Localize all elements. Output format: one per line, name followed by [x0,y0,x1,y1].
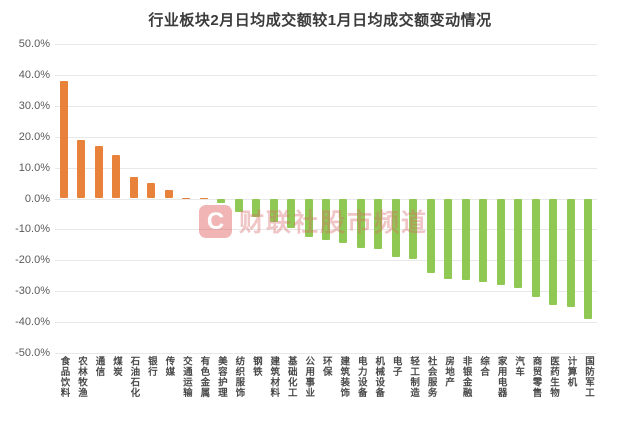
x-axis-tick-label: 传媒 [163,356,175,377]
x-axis-tick-label: 医药生物 [548,356,560,398]
x-axis-tick-label: 交通运输 [180,356,192,398]
x-axis-tick-label: 食品饮料 [58,356,70,398]
bar-食品饮料 [59,81,68,199]
x-axis-tick-label: 煤炭 [110,356,122,377]
bar-家用电器 [496,198,505,286]
y-axis-tick-label: 20.0% [18,130,50,143]
y-axis-tick-label: 10.0% [18,161,50,174]
gridline [55,322,597,324]
x-axis-tick-label: 商贸零售 [530,356,542,398]
x-axis-tick-label: 有色金属 [198,356,210,398]
gridline [55,136,597,138]
bar-轻工制造 [409,198,418,259]
x-axis-tick-label: 家用电器 [495,356,507,398]
y-axis-tick-label: -10.0% [15,223,50,236]
gridline [55,260,597,262]
y-axis-tick-label: -20.0% [15,254,50,267]
x-axis-tick-label: 非银金融 [460,356,472,398]
bar-银行 [147,183,156,199]
bar-非银金融 [461,198,470,281]
chart-title: 行业板块2月日均成交额较1月日均成交额变动情况 [148,12,492,29]
bar-美容护理 [217,198,226,204]
x-axis-tick-label: 综合 [478,356,490,377]
x-axis-tick-label: 公用事业 [303,356,315,398]
gridline [55,291,597,293]
x-axis-tick-label: 电力设备 [355,356,367,398]
y-axis-tick-label: 30.0% [18,99,50,112]
x-axis-tick-label: 美容护理 [215,356,227,398]
x-axis-tick-label: 环保 [320,356,332,377]
bar-综合 [479,198,488,282]
bar-社会服务 [426,198,435,273]
bar-机械设备 [374,198,383,250]
x-axis-tick-label: 基础化工 [285,356,297,398]
x-axis-tick-label: 社会服务 [425,356,437,398]
bar-通信 [94,145,103,199]
x-axis-tick-label: 房地产 [443,356,455,388]
bar-农林牧渔 [77,139,86,199]
bar-公用事业 [304,198,313,238]
bars-group [55,44,597,353]
gridline [55,167,597,169]
x-axis-tick-label: 钢铁 [250,356,262,377]
bar-钢铁 [252,198,261,218]
gridline [55,353,597,354]
bar-电力设备 [356,198,365,248]
x-axis-tick-label: 农林牧渔 [75,356,87,398]
x-axis-tick-label: 计算机 [565,356,577,388]
y-axis: 50.0% 40.0% 30.0% 20.0% 10.0% 0.0% -10.0% -20.0… [0,38,50,359]
y-axis-tick-label: 50.0% [18,38,50,50]
bar-国防军工 [584,198,593,319]
x-axis-tick-label: 石油石化 [128,356,140,398]
x-axis-tick-label: 银行 [145,356,157,377]
x-axis-tick-label: 国防军工 [583,356,594,398]
y-axis-tick-label: -50.0% [15,347,50,359]
x-axis-tick-label: 建筑材料 [268,356,280,398]
plot-area: C 财联社股市频道 [55,44,597,354]
bar-基础化工 [287,198,296,228]
bar-医药生物 [549,198,558,306]
bar-商贸零售 [531,198,540,298]
y-axis-tick-label: 40.0% [18,68,50,81]
bar-传媒 [164,190,173,199]
x-axis-tick-label: 电子 [390,356,402,377]
x-axis-tick-label: 纺织服饰 [233,356,245,398]
bar-煤炭 [112,155,121,199]
y-axis-tick-label: 0.0% [24,192,50,205]
bar-石油石化 [129,176,138,199]
bar-房地产 [444,198,453,279]
x-axis: 食品饮料 农林牧渔 通信 煤炭 石油石化 银行 传媒 交通运输 有色金属 美容护理 纺织服饰 钢铁 建筑… [55,356,597,422]
y-axis-tick-label: -40.0% [15,316,50,329]
bar-交通运输 [182,197,191,199]
x-axis-tick-label: 建筑装饰 [338,356,350,398]
bar-建筑材料 [269,198,278,222]
x-axis-tick-label: 轻工制造 [408,356,420,398]
bar-计算机 [566,198,575,307]
gridline [55,105,597,107]
bar-纺织服饰 [234,198,243,213]
bar-电子 [391,198,400,258]
gridline [55,74,597,76]
gridline [55,44,597,45]
bar-建筑装饰 [339,198,348,244]
y-axis-tick-label: -30.0% [15,285,50,298]
bar-汽车 [514,198,523,289]
bar-环保 [322,198,330,241]
x-axis-tick-label: 机械设备 [373,356,385,398]
x-axis-tick-label: 通信 [93,356,105,377]
x-axis-tick-label: 汽车 [513,356,525,377]
